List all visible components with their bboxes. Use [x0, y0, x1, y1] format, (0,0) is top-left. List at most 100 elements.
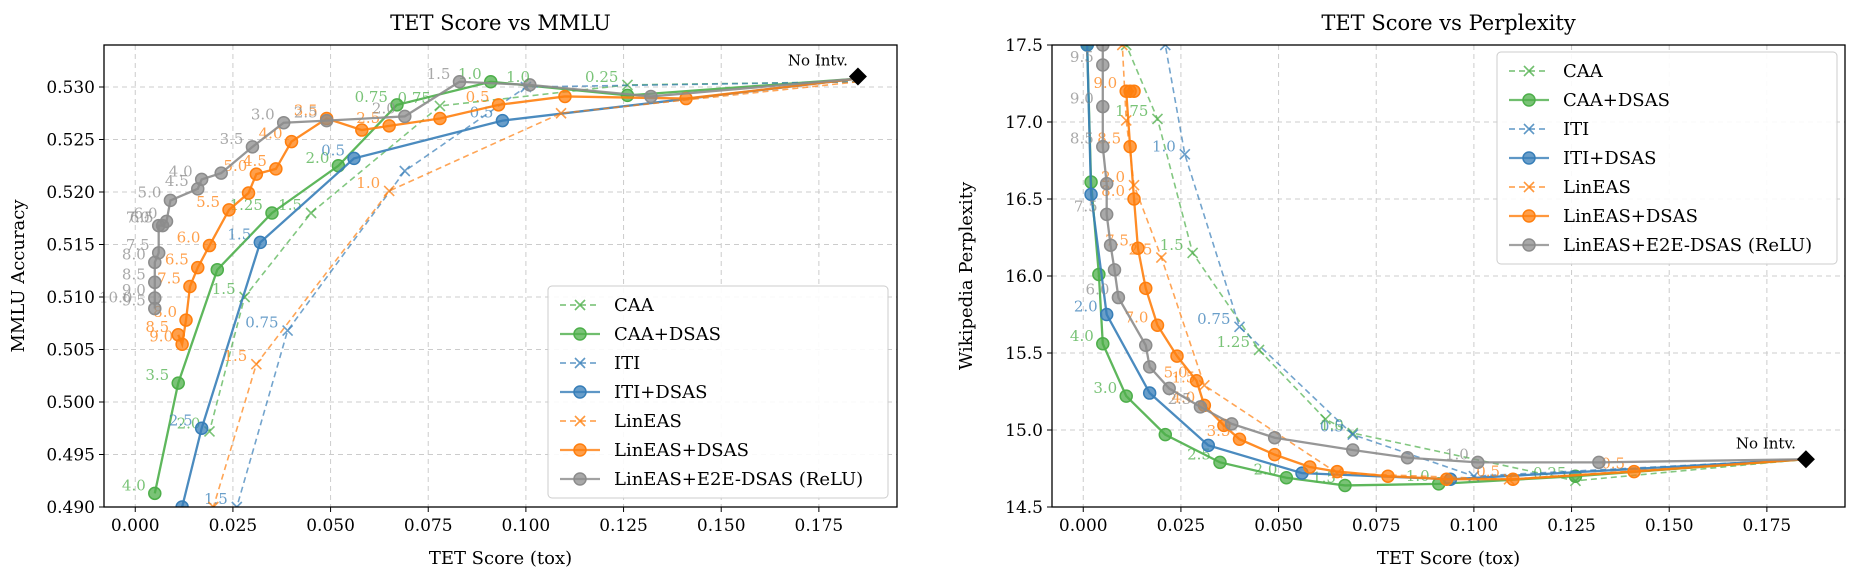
legend-label: CAA — [1563, 61, 1604, 82]
y-tick-label: 0.505 — [46, 341, 95, 361]
point-label: 0.5 — [1320, 418, 1344, 436]
point-label: 0.75 — [1197, 310, 1230, 328]
legend-box — [547, 285, 889, 499]
y-tick-label: 0.500 — [46, 393, 95, 413]
x-tick-label: 0.125 — [599, 516, 648, 536]
annotation: 1.0 — [506, 68, 530, 86]
legend-label: LinEAS+E2E-DSAS (ReLU) — [1563, 235, 1812, 256]
y-tick-label: 0.525 — [46, 131, 95, 151]
x-axis-label: TET Score (tox) — [429, 548, 572, 569]
point-label: 3.0 — [251, 106, 275, 124]
legend-marker-x — [1523, 65, 1535, 77]
data-point-o — [1213, 455, 1227, 470]
data-point-o — [523, 78, 537, 92]
data-point-x — [1187, 247, 1199, 259]
y-tick-label: 14.5 — [1005, 498, 1043, 518]
chart-title: TET Score vs MMLU — [390, 11, 611, 35]
data-point-o — [253, 235, 268, 250]
y-axis-label: Wikipedia Perplexity — [956, 181, 977, 370]
data-point-o — [151, 218, 166, 233]
data-point-o — [202, 238, 217, 253]
data-point-o — [269, 162, 283, 176]
data-point-o — [148, 486, 162, 501]
legend-item: CAA — [560, 295, 655, 316]
data-point-x — [1347, 427, 1359, 439]
legend-item: LinEAS+DSAS — [1509, 206, 1698, 227]
data-point-o — [1162, 381, 1176, 396]
data-point-o — [148, 301, 162, 316]
data-point-x — [207, 501, 219, 507]
point-label: 9.5 — [122, 292, 146, 310]
data-point-o — [183, 279, 197, 294]
point-label: 1.5 — [427, 65, 451, 83]
data-point-x — [1151, 113, 1164, 125]
point-label: 8.5 — [1070, 130, 1094, 148]
legend-label: LinEAS — [614, 411, 682, 432]
y-tick-label: 0.515 — [46, 236, 95, 256]
x-tick-label: 0.050 — [1254, 516, 1303, 536]
point-label: 6.0 — [134, 204, 158, 222]
legend-label: CAA+DSAS — [1563, 90, 1670, 111]
point-label: 1.5 — [212, 280, 236, 298]
series-line-iti — [236, 80, 858, 507]
data-point-o — [1096, 337, 1110, 351]
data-point-x — [1347, 429, 1359, 441]
data-point-x — [1179, 148, 1191, 160]
x-tick-label: 0.075 — [404, 516, 453, 536]
data-point-o — [1123, 139, 1137, 154]
data-point-o — [214, 166, 228, 180]
data-point-o — [1267, 430, 1282, 445]
data-point-o — [495, 113, 510, 128]
data-point-o — [1506, 472, 1520, 487]
point-label: 2.5 — [1168, 390, 1192, 408]
data-point-o — [191, 182, 205, 196]
point-label: 3.5 — [145, 366, 169, 384]
legend-item: ITI — [560, 353, 640, 374]
point-label: 1.5 — [223, 347, 247, 365]
data-point-o — [1330, 464, 1344, 479]
data-point-o — [1096, 139, 1110, 154]
point-label: 2.0 — [177, 414, 201, 432]
data-point-o — [249, 167, 264, 181]
data-point-o — [452, 75, 467, 89]
data-point-o — [355, 123, 369, 137]
data-point-o — [390, 98, 404, 112]
x-tick-label: 0.000 — [1059, 516, 1108, 536]
data-point-o — [1103, 238, 1118, 252]
data-point-x — [250, 358, 262, 370]
x-tick-label: 0.125 — [1547, 516, 1596, 536]
point-label: 1.25 — [230, 196, 263, 214]
point-label: 9.0 — [1093, 74, 1117, 92]
legend-marker-o — [1522, 238, 1536, 252]
data-point-x — [1319, 413, 1332, 425]
legend-label: ITI+DSAS — [1563, 148, 1656, 169]
y-tick-label: 15.5 — [1005, 344, 1043, 364]
perplexity-chart: 0.000 0.025 0.050 0.075 0.100 0.125 0.150 0.175… — [956, 11, 1846, 569]
y-tick-label: 0.495 — [46, 446, 95, 466]
y-tick-label: 0.490 — [46, 498, 95, 518]
annotation: 10.0 — [99, 288, 132, 306]
point-label: 1.0 — [1445, 445, 1469, 463]
data-point-x — [434, 100, 446, 112]
legend-label: LinEAS+E2E-DSAS (ReLU) — [614, 469, 863, 490]
point-label: 0.5 — [321, 141, 345, 159]
point-label: 3.5 — [294, 102, 318, 120]
legend-label: CAA — [614, 295, 655, 316]
data-point-o — [382, 119, 396, 133]
point-label: 5.0 — [138, 183, 162, 201]
point-label: 1.0 — [356, 174, 380, 192]
y-tick-label: 0.510 — [46, 288, 95, 308]
point-label: 0.75 — [245, 314, 278, 332]
x-axis-label: TET Score (tox) — [1377, 548, 1520, 569]
legend-label: ITI — [1563, 119, 1589, 140]
no-intervention-marker — [1796, 450, 1815, 469]
data-point-o — [1080, 45, 1094, 52]
y-tick-label: 15.0 — [1005, 421, 1043, 441]
data-point-o — [179, 313, 193, 327]
legend-marker-x — [1523, 181, 1535, 193]
point-label: 4.0 — [169, 162, 193, 180]
data-point-o — [1158, 427, 1173, 442]
point-label: 4.5 — [165, 172, 189, 190]
y-tick-label: 17.0 — [1005, 113, 1043, 133]
